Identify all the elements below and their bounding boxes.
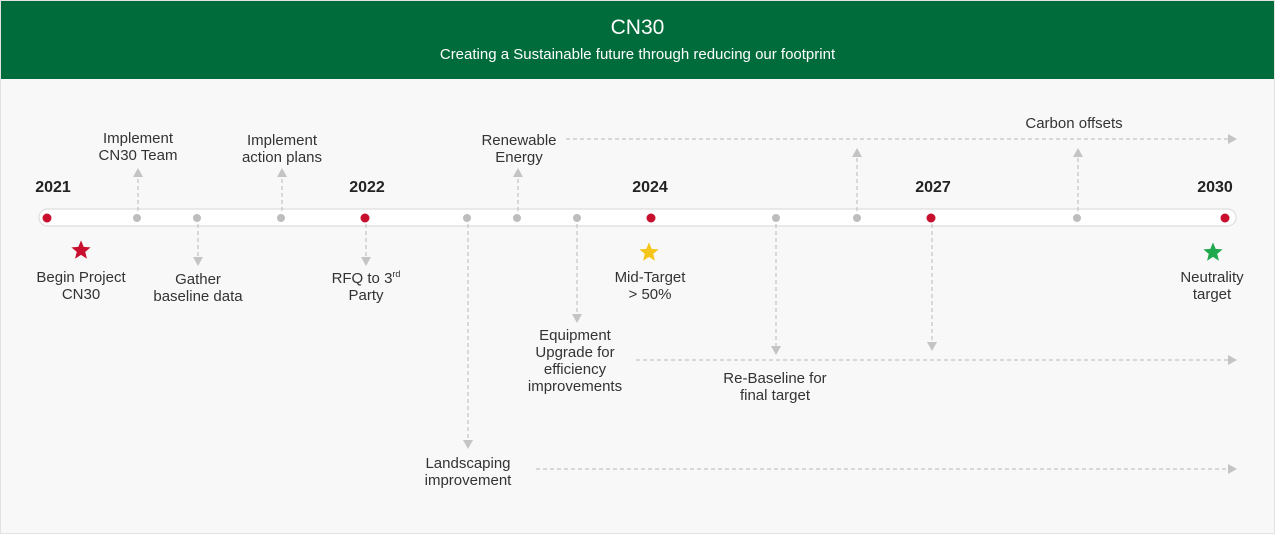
label-equipment-upgrade: Equipment Upgrade for efficiency improve… [515, 327, 635, 395]
year-dot-2022 [360, 213, 370, 223]
label-line: Gather [175, 271, 221, 288]
label-renewable-energy: Renewable Energy [464, 132, 574, 166]
label-superscript: rd [392, 269, 401, 279]
arrowhead-down [927, 342, 937, 351]
label-line: CN30 [61, 286, 101, 303]
milestone-dot [277, 214, 285, 222]
label-mid-target: Mid-Target > 50% [600, 269, 700, 303]
label-line: > 50% [628, 286, 672, 303]
arrowhead-down [463, 440, 473, 449]
year-label-2024: 2024 [632, 179, 668, 196]
label-line: CN30 Team [98, 147, 178, 164]
arrowhead-right [1228, 134, 1237, 144]
label-neutrality-target: Neutrality target [1162, 269, 1262, 303]
arrowhead-up [277, 168, 287, 177]
label-line: Neutrality [1180, 269, 1244, 286]
label-line: Landscaping [425, 455, 511, 472]
label-line: Energy [495, 149, 543, 166]
arrowhead-up [1073, 148, 1083, 157]
page-subtitle: Creating a Sustainable future through re… [439, 46, 836, 63]
year-dot-2021 [42, 213, 52, 223]
label-line: improvement [424, 472, 512, 489]
timeline-bar [38, 208, 1237, 227]
milestone-dot [513, 214, 521, 222]
star-icon [1203, 242, 1223, 261]
arrowhead-up [852, 148, 862, 157]
label-implement-plans: Implement action plans [222, 132, 342, 166]
year-dot-2024 [646, 213, 656, 223]
arrowhead-down [771, 346, 781, 355]
label-line: baseline data [153, 288, 243, 305]
label-gather-baseline: Gather baseline data [138, 271, 258, 305]
label-landscaping: Landscaping improvement [408, 455, 528, 489]
arrowhead-down [572, 314, 582, 323]
arrowhead-down [361, 257, 371, 266]
label-line: Mid-Target [614, 269, 686, 286]
year-label-2030: 2030 [1197, 179, 1233, 196]
label-line: Equipment [539, 327, 611, 344]
milestone-dot [772, 214, 780, 222]
milestone-dot [1073, 214, 1081, 222]
milestone-dot [463, 214, 471, 222]
label-line: Implement [246, 132, 318, 149]
year-label-2027: 2027 [915, 179, 951, 196]
label-line: improvements [527, 378, 623, 395]
label-line: target [1192, 286, 1232, 303]
label-text: RFQ to 3 [331, 270, 393, 287]
label-rebaseline: Re-Baseline for final target [705, 370, 845, 404]
label-line: efficiency [543, 361, 607, 378]
star-icon [639, 242, 659, 261]
arrowhead-up [513, 168, 523, 177]
page-title: CN30 [610, 16, 665, 39]
label-line: Begin Project [36, 269, 126, 286]
label-implement-team: Implement CN30 Team [78, 130, 198, 164]
year-label-2022: 2022 [349, 179, 385, 196]
arrowhead-down [193, 257, 203, 266]
label-line: action plans [241, 149, 323, 166]
label-line: RFQ to 3rd [316, 269, 416, 288]
arrowhead-right [1228, 464, 1237, 474]
milestone-dot [193, 214, 201, 222]
label-begin-project: Begin Project CN30 [22, 269, 140, 303]
year-dot-2030 [1220, 213, 1230, 223]
milestone-dot [133, 214, 141, 222]
label-carbon-offsets: Carbon offsets [1025, 115, 1123, 132]
label-line: final target [739, 387, 811, 404]
milestone-dot [573, 214, 581, 222]
label-line: Implement [102, 130, 174, 147]
year-dot-2027 [926, 213, 936, 223]
star-icon [71, 240, 91, 259]
header-banner: CN30 Creating a Sustainable future throu… [1, 1, 1274, 79]
label-line: Upgrade for [535, 344, 615, 361]
arrowhead-up [133, 168, 143, 177]
label-line: Re-Baseline for [723, 370, 827, 387]
arrowhead-right [1228, 355, 1237, 365]
year-label-2021: 2021 [35, 179, 71, 196]
label-line: Party [348, 287, 384, 304]
label-line: Renewable [481, 132, 557, 149]
label-rfq: RFQ to 3rd Party [316, 269, 416, 305]
milestone-dot [853, 214, 861, 222]
